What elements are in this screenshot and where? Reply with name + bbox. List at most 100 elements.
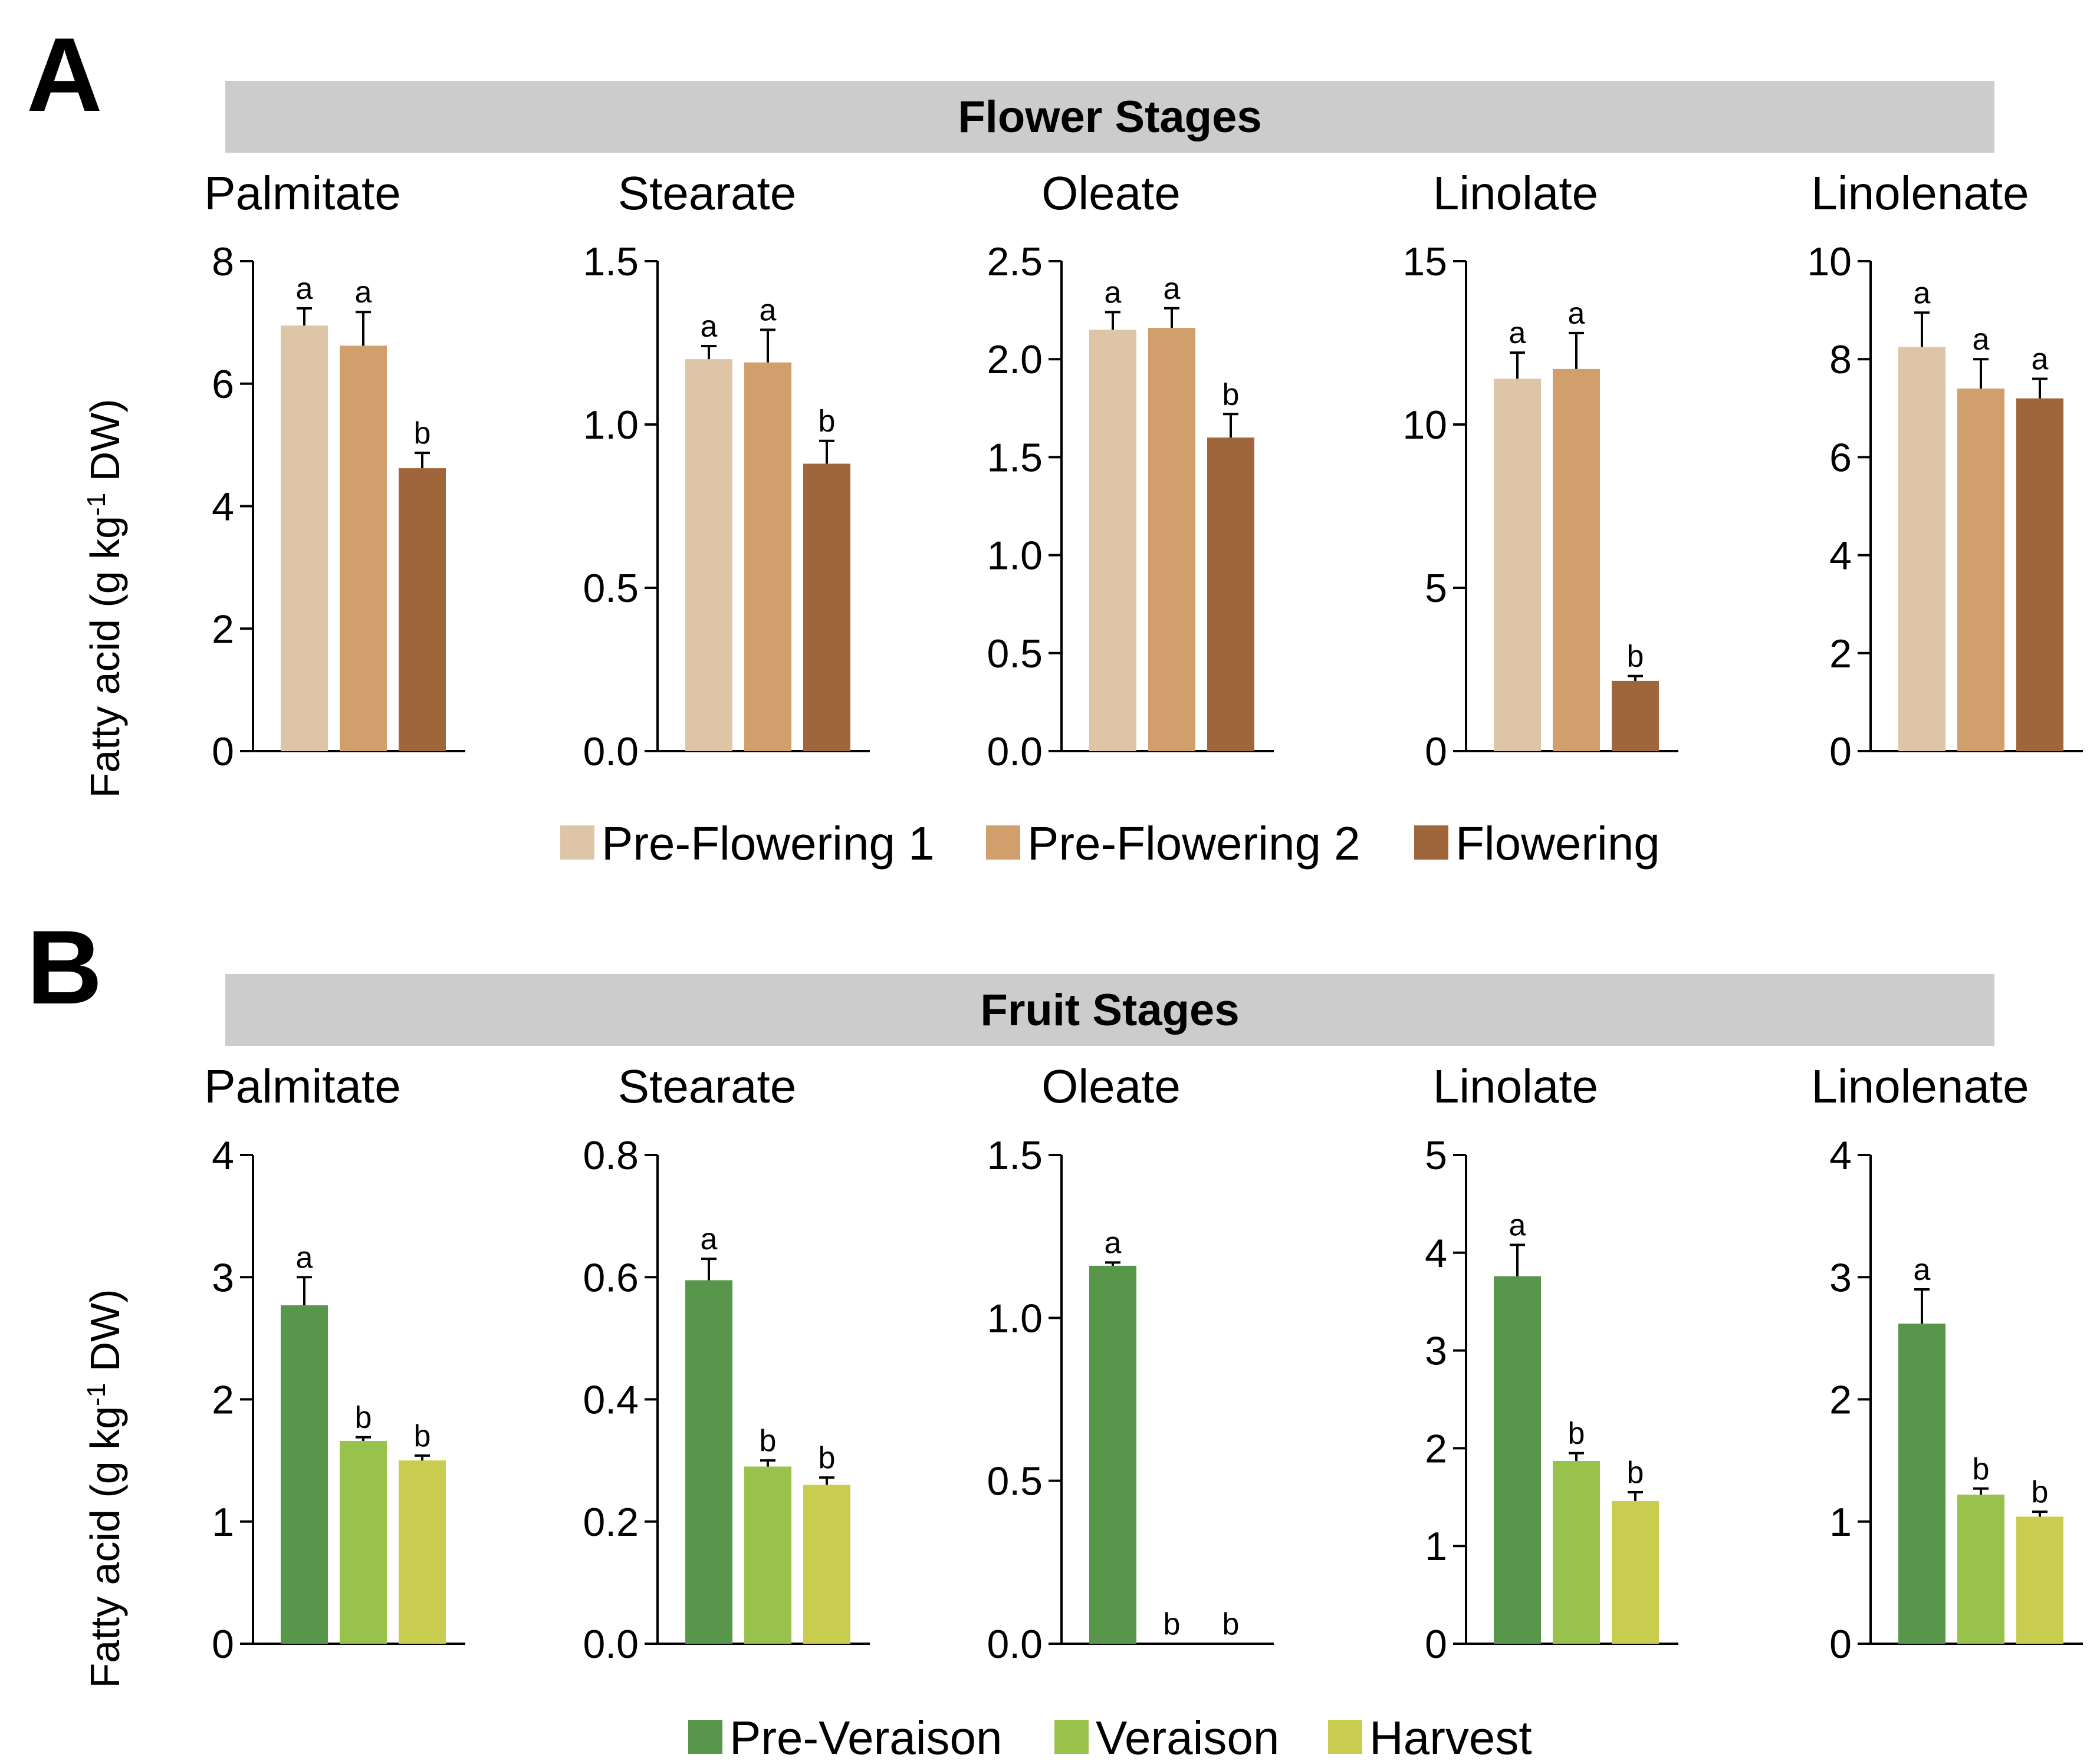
- bar-pre-flowering-2: [340, 345, 387, 751]
- y-tick-label: 3: [1425, 1329, 1447, 1374]
- y-tick-label: 0: [212, 1622, 234, 1667]
- bar-harvest: [2016, 1516, 2063, 1644]
- chart-title: Linolate: [1433, 1060, 1598, 1113]
- y-tick-label: 0.0: [583, 729, 639, 774]
- legend-swatch-veraison: [1054, 1720, 1089, 1754]
- legend-swatch-pre-veraison: [688, 1720, 722, 1754]
- y-tick-label: 0.0: [987, 729, 1043, 774]
- chart-title: Palmitate: [204, 167, 400, 219]
- y-tick-label: 1: [212, 1500, 234, 1545]
- y-tick-label: 3: [212, 1255, 234, 1300]
- panel-a-legend: Pre-Flowering 1 Pre-Flowering 2 Flowerin…: [560, 817, 1660, 870]
- y-tick-label: 0.6: [583, 1255, 639, 1300]
- y-tick-label: 0.5: [987, 1459, 1043, 1504]
- significance-letter: a: [1973, 322, 1990, 357]
- significance-letter: b: [819, 1441, 836, 1475]
- y-tick-label: 4: [212, 1133, 234, 1178]
- bar-veraison: [1553, 1460, 1600, 1644]
- significance-letter: a: [1568, 297, 1585, 331]
- significance-letter: a: [1914, 276, 1931, 310]
- y-tick-label: 1.5: [583, 239, 639, 284]
- y-tick-label: 6: [212, 362, 234, 407]
- bar-flowering: [2016, 398, 2063, 751]
- bar-veraison: [744, 1466, 791, 1644]
- significance-letter: b: [414, 1419, 431, 1453]
- legend-label-pre-veraison: Pre-Veraison: [729, 1712, 1002, 1764]
- y-tick-label: 0.5: [583, 566, 639, 611]
- y-tick-label: 2.0: [987, 337, 1043, 382]
- significance-letter: b: [355, 1401, 372, 1435]
- y-tick-label: 0.8: [583, 1133, 639, 1178]
- chart-title: Linolate: [1433, 167, 1598, 219]
- chart-a-linolenate: Linolenate 0 2 4 6 8 10 a a a: [1807, 167, 2083, 774]
- significance-letter: a: [1105, 1226, 1122, 1260]
- panel-b-legend: Pre-Veraison Veraison Harvest: [688, 1712, 1532, 1764]
- y-tick-label: 0: [1829, 729, 1852, 774]
- bar-flowering: [399, 468, 446, 751]
- y-tick-label: 4: [1829, 534, 1852, 578]
- panel-b-y-label-sup: -1: [82, 1383, 111, 1406]
- bar-pre-veraison: [1089, 1265, 1136, 1644]
- y-tick-label: 10: [1402, 403, 1447, 447]
- chart-a-palmitate: Palmitate 0 2 4 6 8 a a b: [204, 167, 465, 774]
- y-tick-label: 1.5: [987, 1133, 1043, 1178]
- panel-a-banner-title: Flower Stages: [958, 92, 1261, 142]
- y-tick-label: 0.5: [987, 631, 1043, 676]
- bar-flowering: [1207, 437, 1254, 751]
- y-tick-label: 0: [1425, 1622, 1447, 1667]
- y-tick-label: 8: [212, 239, 234, 284]
- y-tick-label: 2: [1425, 1426, 1447, 1471]
- legend-swatch-pre-flowering-2: [986, 825, 1020, 860]
- bar-pre-flowering-2: [1148, 328, 1195, 751]
- bar-flowering: [1612, 680, 1659, 751]
- y-tick-label: 4: [1829, 1133, 1852, 1178]
- significance-letter: a: [1105, 275, 1122, 310]
- significance-letter: a: [1509, 1209, 1526, 1243]
- chart-b-palmitate: Palmitate 0 1 2 3 4 a b b: [204, 1060, 465, 1667]
- panel-a-letter: A: [27, 16, 103, 133]
- significance-letter: b: [1222, 377, 1240, 412]
- significance-letter: b: [760, 1424, 777, 1458]
- legend-swatch-pre-flowering-1: [560, 825, 594, 860]
- chart-b-stearate: Stearate 0.0 0.2 0.4 0.6 0.8 a b b: [583, 1060, 870, 1667]
- y-tick-label: 0.4: [583, 1378, 639, 1423]
- panel-b-y-label-tail: DW): [82, 1289, 128, 1383]
- y-tick-label: 4: [1425, 1231, 1447, 1276]
- y-tick-label: 5: [1425, 1133, 1447, 1178]
- panel-b-y-axis-label: Fatty acid (g kg-1 DW): [82, 1289, 128, 1688]
- y-tick-label: 2: [212, 607, 234, 651]
- panel-a-y-label-tail: DW): [82, 399, 128, 492]
- significance-letter: b: [1568, 1417, 1585, 1451]
- panel-b-banner-title: Fruit Stages: [980, 985, 1239, 1035]
- y-tick-label: 15: [1402, 239, 1447, 284]
- significance-letter: b: [1973, 1452, 1990, 1486]
- bar-pre-flowering-1: [1898, 347, 1945, 751]
- legend-swatch-flowering: [1414, 825, 1448, 860]
- panel-b: B Fruit Stages Fatty acid (g kg-1 DW) Pa…: [27, 909, 2083, 1764]
- significance-letter: a: [1164, 272, 1181, 306]
- bar-pre-flowering-1: [685, 359, 732, 751]
- bar-pre-veraison: [685, 1280, 732, 1644]
- panel-b-letter: B: [27, 909, 103, 1026]
- y-tick-label: 2: [1829, 631, 1852, 676]
- significance-letter: b: [2032, 1475, 2049, 1509]
- bar-harvest: [803, 1485, 850, 1644]
- chart-b-linolenate: Linolenate 0 1 2 3 4 a b b: [1811, 1060, 2083, 1667]
- significance-letter: a: [296, 1240, 313, 1275]
- chart-b-linolate: Linolate 0 1 2 3 4 5 a b b: [1425, 1060, 1678, 1667]
- y-tick-label: 0.0: [583, 1622, 639, 1667]
- y-tick-label: 0.0: [987, 1622, 1043, 1667]
- significance-letter: a: [701, 310, 718, 344]
- bar-flowering: [803, 463, 850, 751]
- y-tick-label: 1: [1425, 1524, 1447, 1569]
- bar-harvest: [1612, 1500, 1659, 1644]
- bar-pre-flowering-2: [1553, 368, 1600, 751]
- bar-pre-flowering-2: [1957, 389, 2004, 751]
- panel-a-y-label-sup: -1: [82, 493, 111, 516]
- legend-label-veraison: Veraison: [1096, 1712, 1279, 1764]
- significance-letter: b: [1627, 640, 1644, 674]
- chart-title: Stearate: [618, 167, 796, 219]
- panel-a: A Flower Stages Fatty acid (g kg-1 DW) P…: [27, 16, 2083, 870]
- y-tick-label: 2: [212, 1378, 234, 1423]
